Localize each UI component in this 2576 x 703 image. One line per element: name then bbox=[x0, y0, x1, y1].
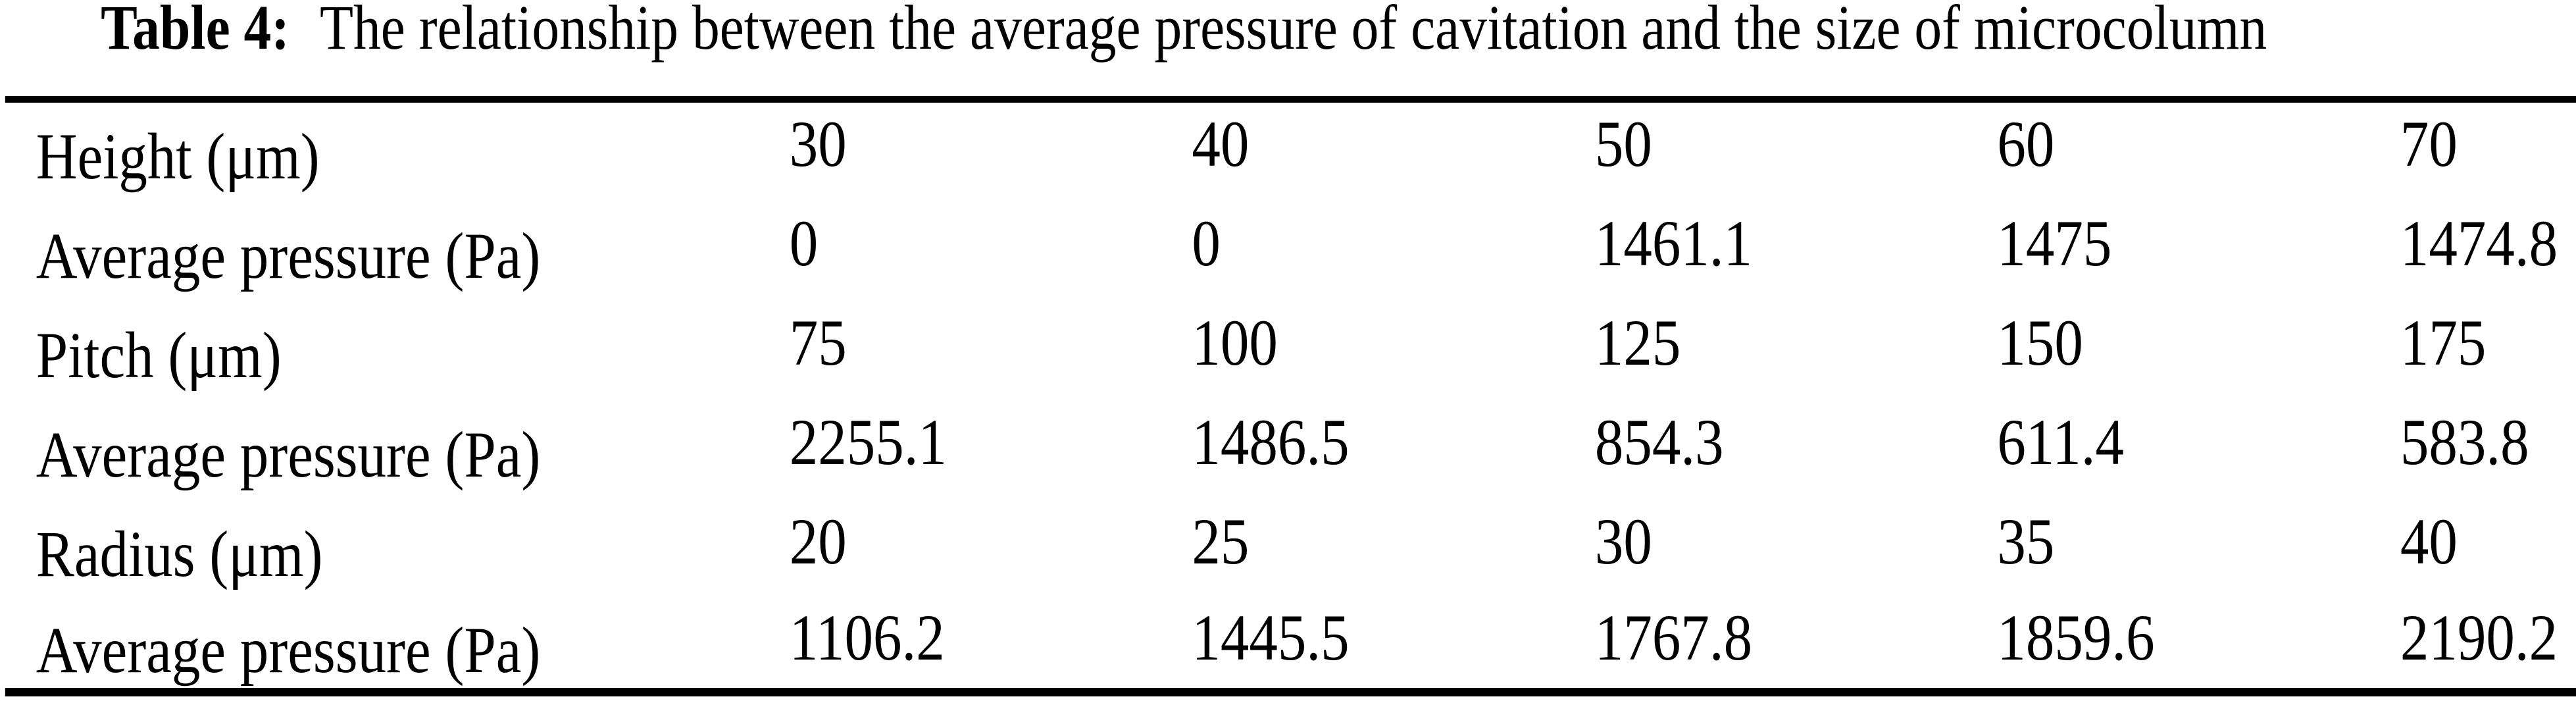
cell-value: 35 bbox=[1997, 505, 2055, 578]
table-caption-number: Table 4: bbox=[101, 0, 290, 63]
row-label: Average pressure (Pa) bbox=[36, 613, 541, 687]
cell-value: 0 bbox=[789, 207, 819, 280]
cell-value: 30 bbox=[789, 107, 847, 180]
table-row: Average pressure (Pa) 0 0 1461.1 1475 14… bbox=[0, 211, 2576, 309]
row-label: Height (μm) bbox=[36, 120, 320, 193]
table-row: Average pressure (Pa) 2255.1 1486.5 854.… bbox=[0, 409, 2576, 508]
cell-value: 25 bbox=[1192, 505, 1250, 578]
table-row: Average pressure (Pa) 1106.2 1445.5 1767… bbox=[0, 605, 2576, 703]
row-label: Pitch (μm) bbox=[36, 319, 282, 392]
cell-value: 611.4 bbox=[1997, 405, 2124, 479]
cell-value: 175 bbox=[2400, 306, 2487, 379]
cell-value: 40 bbox=[1192, 107, 1250, 180]
cell-value: 0 bbox=[1192, 207, 1221, 280]
cell-value: 100 bbox=[1192, 306, 1278, 379]
cell-value: 1859.6 bbox=[1997, 601, 2155, 674]
row-label: Average pressure (Pa) bbox=[36, 219, 541, 292]
row-label: Average pressure (Pa) bbox=[36, 418, 541, 491]
cell-value: 854.3 bbox=[1594, 405, 1724, 479]
cell-value: 1474.8 bbox=[2400, 207, 2558, 280]
cell-value: 75 bbox=[789, 306, 847, 379]
cell-value: 1445.5 bbox=[1192, 601, 1350, 674]
cell-value: 1461.1 bbox=[1594, 207, 1753, 280]
cell-value: 50 bbox=[1594, 107, 1652, 180]
cell-value: 1486.5 bbox=[1192, 405, 1350, 479]
cell-value: 30 bbox=[1594, 505, 1652, 578]
table-row: Height (μm) 30 40 50 60 70 bbox=[0, 111, 2576, 209]
cell-value: 70 bbox=[2400, 107, 2458, 180]
cell-value: 1106.2 bbox=[789, 601, 945, 674]
table-row: Radius (μm) 20 25 30 35 40 bbox=[0, 509, 2576, 607]
cell-value: 20 bbox=[789, 505, 847, 578]
cell-value: 583.8 bbox=[2400, 405, 2529, 479]
cell-value: 125 bbox=[1594, 306, 1681, 379]
table-row: Pitch (μm) 75 100 125 150 175 bbox=[0, 310, 2576, 408]
cell-value: 40 bbox=[2400, 505, 2458, 578]
table-bottom-rule bbox=[5, 688, 2576, 696]
cell-value: 60 bbox=[1997, 107, 2055, 180]
row-label: Radius (μm) bbox=[36, 517, 323, 590]
cell-value: 150 bbox=[1997, 306, 2083, 379]
table-caption: Table 4: The relationship between the ave… bbox=[101, 0, 2267, 59]
cell-value: 1475 bbox=[1997, 207, 2112, 280]
table-caption-text: The relationship between the average pre… bbox=[320, 0, 2267, 63]
table-top-rule bbox=[5, 96, 2576, 103]
cell-value: 1767.8 bbox=[1594, 601, 1753, 674]
cell-value: 2255.1 bbox=[789, 405, 947, 479]
cell-value: 2190.2 bbox=[2400, 601, 2558, 674]
